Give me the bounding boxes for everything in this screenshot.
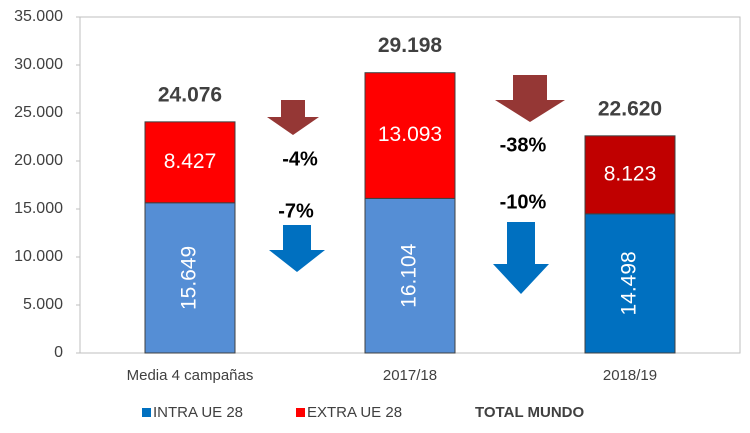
y-tick-label: 10.000 — [14, 248, 63, 265]
y-tick-label: 25.000 — [14, 104, 63, 121]
legend-label: EXTRA UE 28 — [307, 404, 402, 421]
bar-segment — [144, 202, 236, 354]
bar-segment — [364, 72, 456, 199]
arrow — [495, 75, 565, 122]
legend-swatch — [142, 408, 151, 417]
y-tick-label: 20.000 — [14, 152, 63, 169]
value-label: 8.427 — [164, 150, 217, 173]
y-tick-label: 0 — [54, 344, 63, 361]
value-label: 8.123 — [604, 162, 657, 185]
x-tick-label: 2018/19 — [603, 367, 657, 384]
legend-label: INTRA UE 28 — [153, 404, 243, 421]
arrow — [269, 225, 325, 272]
y-tick-label: 5.000 — [23, 296, 63, 313]
y-tick-label: 30.000 — [14, 56, 63, 73]
value-label: 15.649 — [178, 246, 201, 310]
value-label: 14.498 — [618, 251, 641, 315]
value-label: 13.093 — [378, 123, 442, 146]
y-tick-label: 15.000 — [14, 200, 63, 217]
total-label: 24.076 — [158, 83, 222, 106]
bar-segment — [584, 135, 676, 215]
arrow — [267, 100, 319, 135]
legend-label: TOTAL MUNDO — [475, 404, 584, 421]
bar-segment — [144, 121, 236, 204]
annotation: -4% — [282, 148, 318, 170]
x-tick-label: Media 4 campañas — [127, 367, 254, 384]
value-label: 16.104 — [398, 243, 421, 308]
total-label: 29.198 — [378, 34, 443, 57]
x-tick-label: 2017/18 — [383, 367, 437, 384]
total-label: 22.620 — [598, 97, 662, 120]
annotation: -38% — [500, 134, 547, 156]
y-tick-label: 35.000 — [14, 8, 63, 25]
annotation: -10% — [500, 191, 547, 213]
legend-swatch — [296, 408, 305, 417]
annotation: -7% — [278, 200, 314, 222]
arrow — [493, 222, 549, 294]
